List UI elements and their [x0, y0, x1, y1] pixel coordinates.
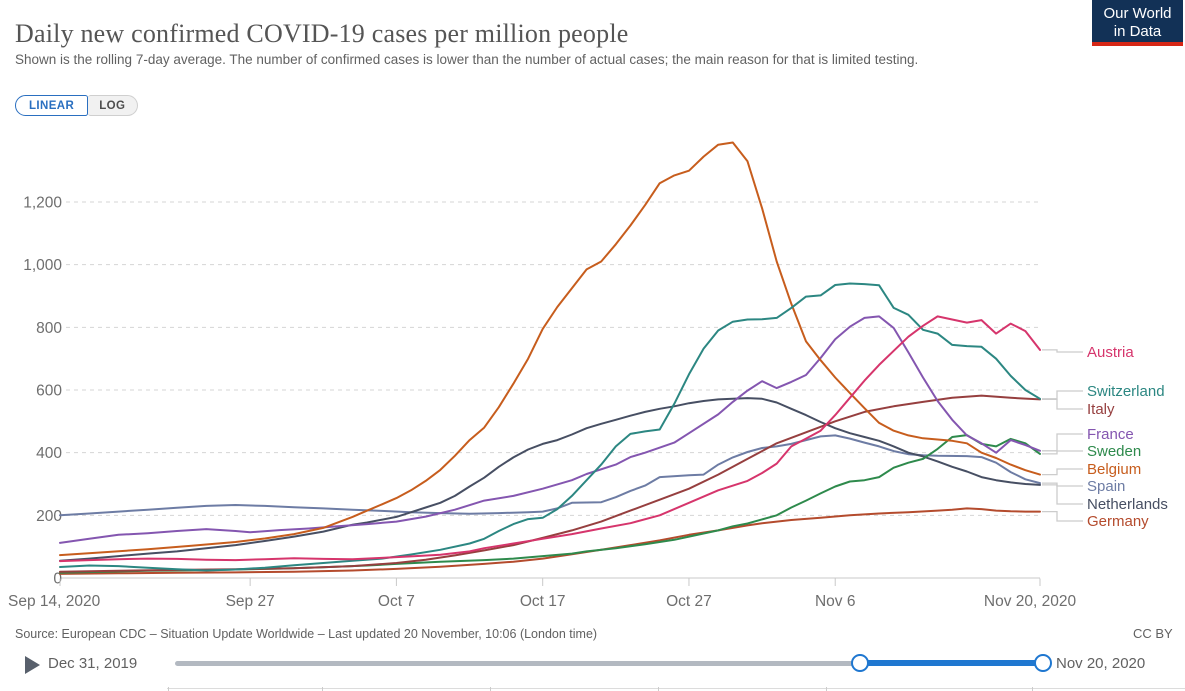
legend-label-netherlands[interactable]: Netherlands	[1087, 496, 1168, 513]
timeline-handle-start[interactable]	[851, 654, 869, 672]
y-tick-label: 400	[36, 445, 62, 462]
timeline-end-label: Nov 20, 2020	[1056, 655, 1146, 672]
timeline-track[interactable]	[175, 661, 862, 666]
legend-label-france[interactable]: France	[1087, 426, 1134, 443]
legend-label-sweden[interactable]: Sweden	[1087, 443, 1141, 460]
bottom-divider-tick	[1032, 687, 1033, 691]
x-tick-label: Nov 6	[815, 593, 856, 610]
legend-connector-france	[1042, 433, 1083, 452]
legend-label-spain[interactable]: Spain	[1087, 478, 1125, 495]
legend-label-austria[interactable]: Austria	[1087, 344, 1134, 361]
legend-connector-switzerland	[1042, 390, 1083, 400]
source-text: Source: European CDC – Situation Update …	[15, 627, 598, 641]
scale-toggle: LINEAR LOG	[15, 95, 139, 116]
line-germany[interactable]	[59, 507, 1041, 575]
bottom-divider	[167, 688, 1185, 689]
owid-logo[interactable]: Our World in Data	[1092, 0, 1183, 46]
line-france[interactable]	[59, 315, 1041, 544]
x-tick-label: Oct 7	[378, 593, 415, 610]
x-tick-label: Nov 20, 2020	[984, 593, 1077, 610]
page-title: Daily new confirmed COVID-19 cases per m…	[15, 19, 629, 49]
x-tick-label: Oct 27	[666, 593, 712, 610]
legend-label-switzerland[interactable]: Switzerland	[1087, 383, 1165, 400]
line-italy[interactable]	[59, 394, 1041, 573]
x-tick-label: Sep 14, 2020	[8, 593, 101, 610]
legend-connector-netherlands	[1042, 484, 1083, 505]
bottom-divider-tick	[322, 687, 323, 691]
legend-connector-italy	[1042, 398, 1083, 410]
line-austria[interactable]	[59, 315, 1041, 563]
y-tick-label: 0	[53, 571, 62, 588]
line-belgium[interactable]	[59, 141, 1041, 557]
line-spain[interactable]	[59, 434, 1041, 517]
y-tick-label: 600	[36, 383, 62, 400]
legend-connector-austria	[1042, 349, 1083, 353]
owid-logo-line1: Our World	[1103, 5, 1172, 22]
play-button[interactable]	[25, 656, 40, 674]
x-tick-label: Oct 17	[520, 593, 566, 610]
y-tick-label: 200	[36, 508, 62, 525]
x-tick-label: Sep 27	[226, 593, 275, 610]
legend-label-germany[interactable]: Germany	[1087, 513, 1149, 530]
y-tick-label: 800	[36, 320, 62, 337]
linear-button[interactable]: LINEAR	[15, 95, 89, 116]
license-link[interactable]: CC BY	[1133, 626, 1173, 641]
legend-connector-germany	[1042, 510, 1083, 522]
y-tick-label: 1,000	[23, 257, 62, 274]
y-tick-label: 1,200	[23, 195, 62, 212]
bottom-divider-tick	[826, 687, 827, 691]
page-subtitle: Shown is the rolling 7-day average. The …	[15, 51, 919, 67]
line-sweden[interactable]	[59, 434, 1041, 574]
legend-label-italy[interactable]: Italy	[1087, 401, 1115, 418]
timeline-start-label: Dec 31, 2019	[48, 655, 138, 672]
timeline-selected-range[interactable]	[860, 660, 1043, 666]
owid-logo-line2: in Data	[1113, 23, 1162, 41]
legend-label-belgium[interactable]: Belgium	[1087, 461, 1141, 478]
line-switzerland[interactable]	[59, 282, 1041, 572]
log-button[interactable]: LOG	[88, 95, 139, 116]
legend-connector-sweden	[1042, 450, 1083, 455]
timeline-handle-end[interactable]	[1034, 654, 1052, 672]
legend-connector-belgium	[1042, 468, 1083, 476]
bottom-divider-tick	[658, 687, 659, 691]
bottom-divider-tick	[168, 687, 169, 691]
line-netherlands[interactable]	[59, 397, 1041, 562]
bottom-divider-tick	[490, 687, 491, 691]
